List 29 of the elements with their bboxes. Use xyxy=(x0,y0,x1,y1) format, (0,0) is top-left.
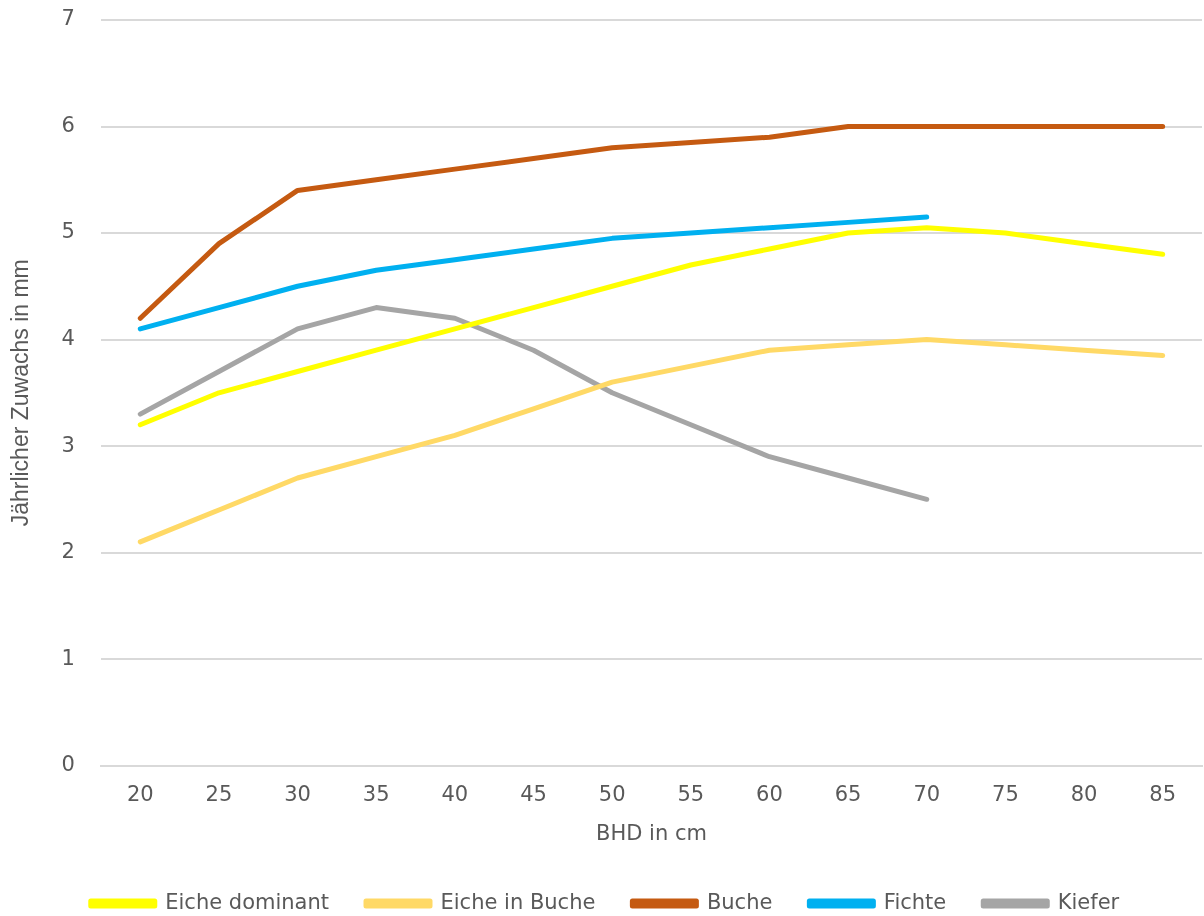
x-tick-label: 25 xyxy=(205,781,233,806)
y-tick-label: 1 xyxy=(61,645,75,670)
y-tick-label: 3 xyxy=(61,432,75,457)
x-tick-label: 70 xyxy=(913,781,941,806)
x-tick-label: 55 xyxy=(677,781,705,806)
x-tick-label: 45 xyxy=(520,781,547,806)
x-tick-label: 60 xyxy=(756,781,783,806)
legend-label: Eiche dominant xyxy=(165,889,330,914)
x-tick-label: 40 xyxy=(441,781,469,806)
x-tick-label: 75 xyxy=(992,781,1019,806)
y-tick-label: 6 xyxy=(61,112,75,137)
y-tick-label: 2 xyxy=(61,539,75,564)
x-tick-label: 20 xyxy=(126,781,154,806)
y-tick-label: 5 xyxy=(61,219,75,244)
legend-label: Fichte xyxy=(883,889,947,914)
x-tick-label: 35 xyxy=(362,781,390,806)
x-tick-label: 65 xyxy=(834,781,862,806)
x-tick-label: 50 xyxy=(598,781,626,806)
y-tick-label: 0 xyxy=(61,752,75,777)
legend-label: Buche xyxy=(706,889,773,914)
x-tick-label: 85 xyxy=(1149,781,1177,806)
y-tick-label: 7 xyxy=(61,6,75,31)
legend-label: Eiche in Buche xyxy=(440,889,596,914)
y-axis-title: Jährlicher Zuwachs in mm xyxy=(7,259,34,527)
x-tick-label: 30 xyxy=(284,781,311,806)
x-axis-title: BHD in cm xyxy=(596,820,707,845)
x-tick-label: 80 xyxy=(1070,781,1098,806)
y-tick-label: 4 xyxy=(61,326,75,350)
legend-label: Kiefer xyxy=(1057,889,1120,914)
